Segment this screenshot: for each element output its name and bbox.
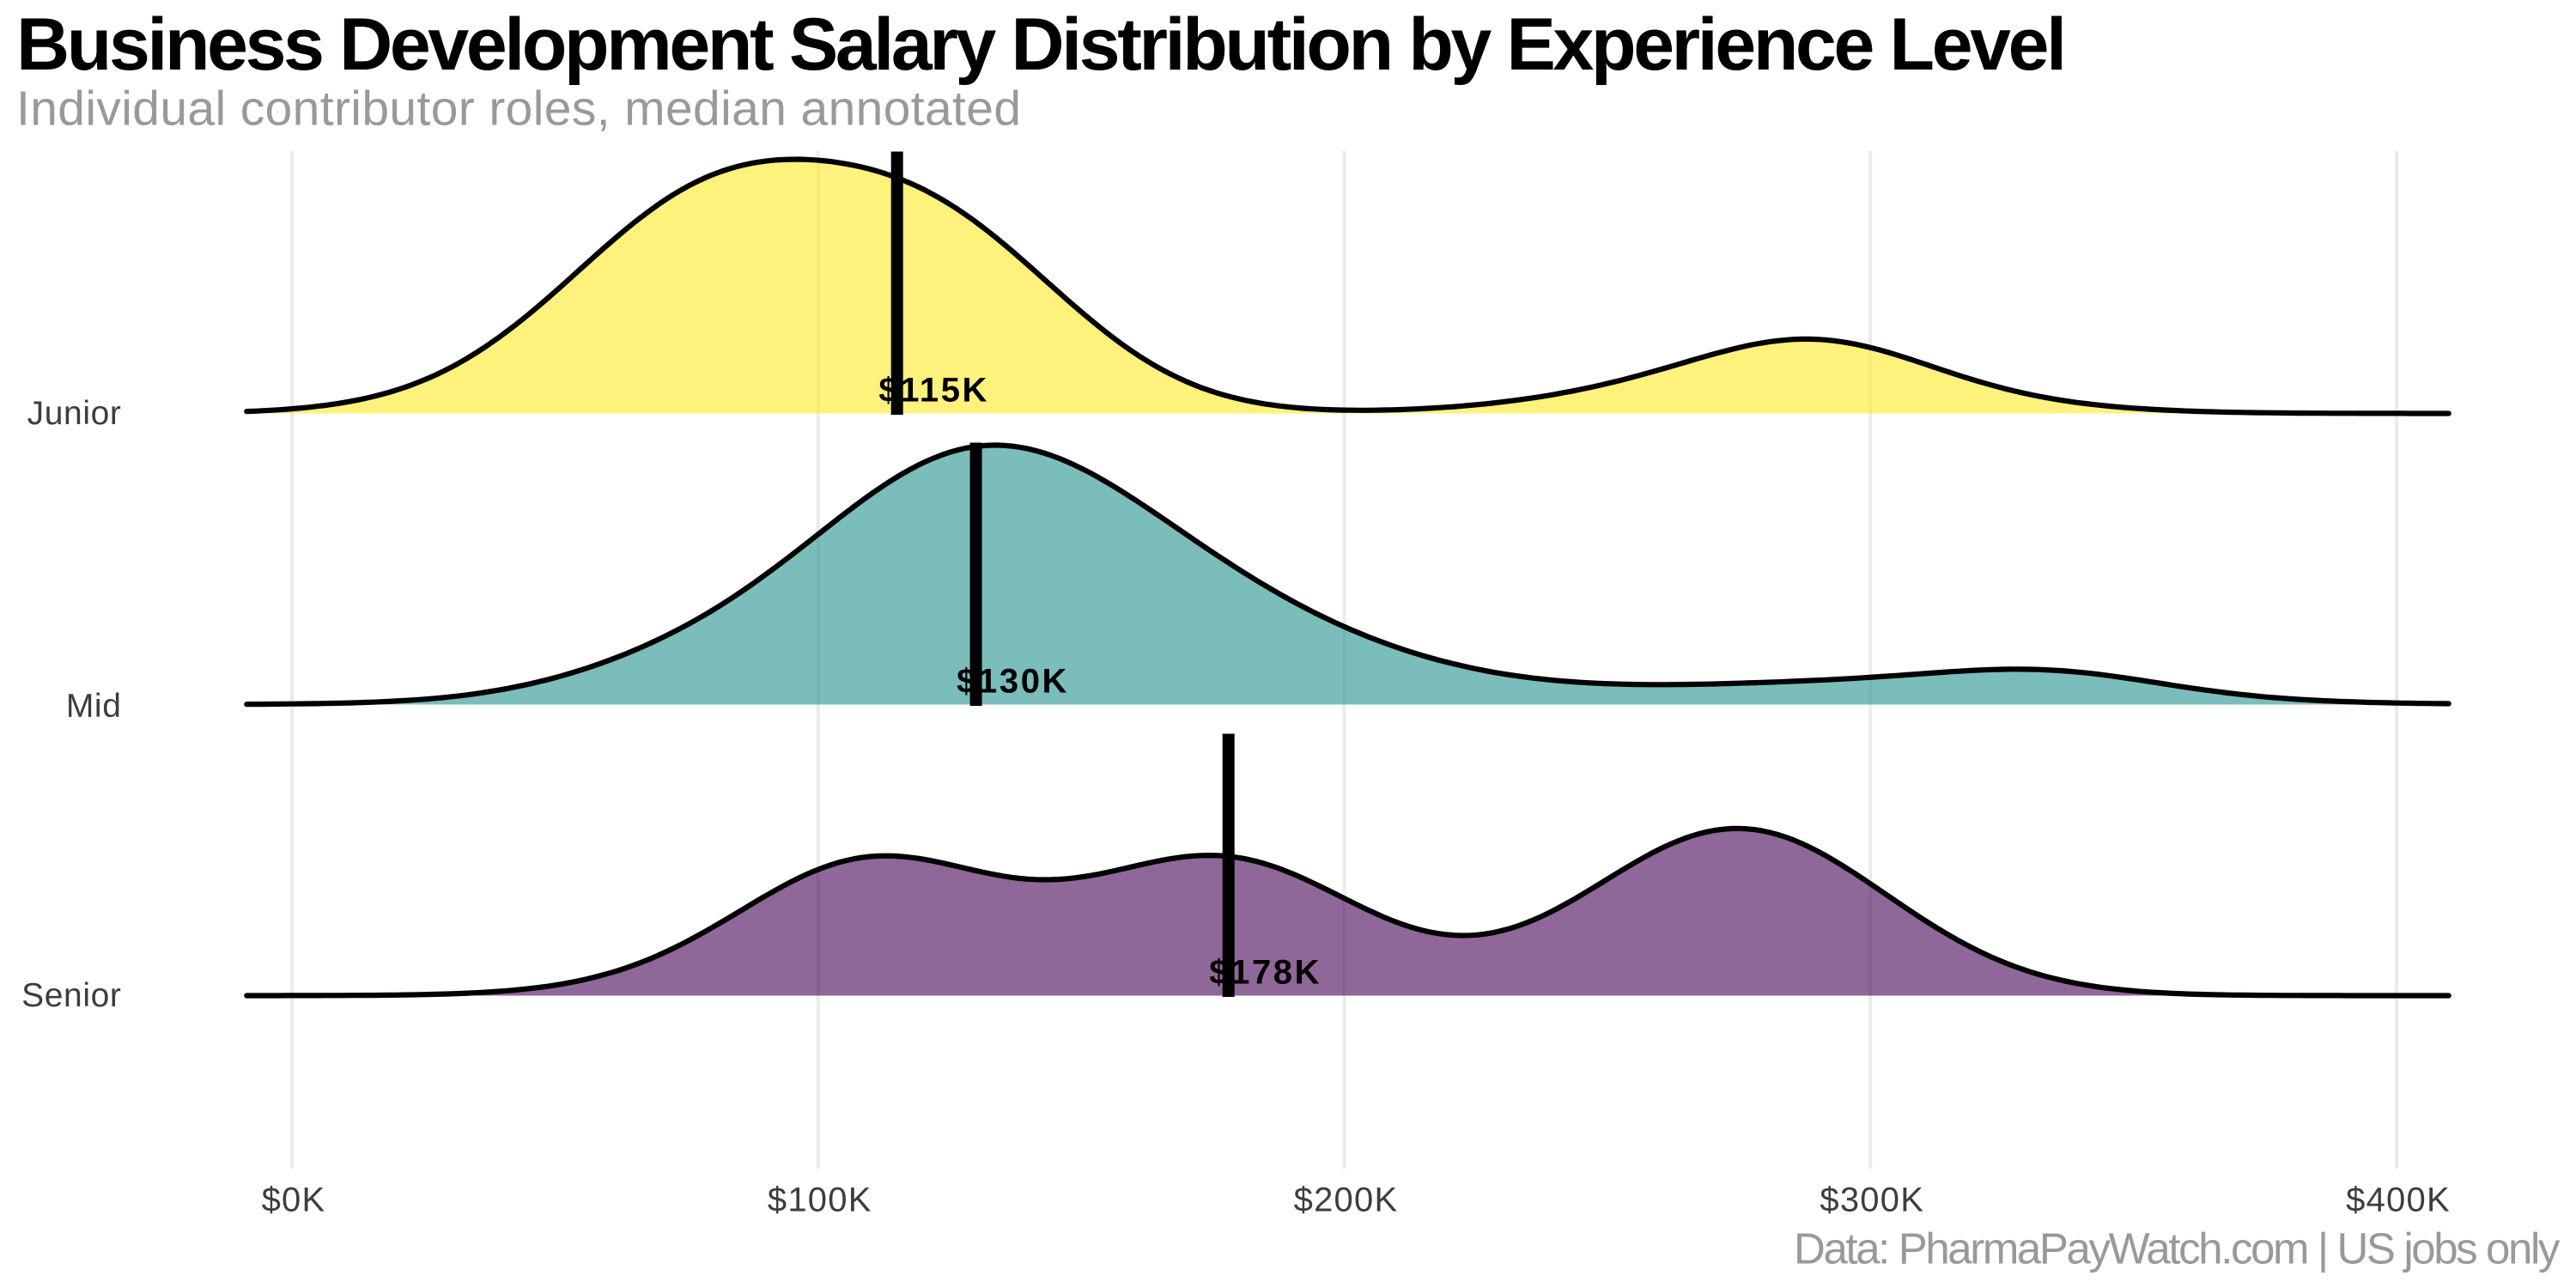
svg-text:Individual contributor roles,: Individual contributor roles, median ann… bbox=[16, 82, 1021, 137]
svg-text:Mid: Mid bbox=[66, 688, 122, 725]
svg-text:Junior: Junior bbox=[27, 395, 122, 432]
svg-text:$115K: $115K bbox=[878, 372, 989, 410]
svg-text:$0K: $0K bbox=[262, 1182, 326, 1219]
svg-text:Business Development Salary Di: Business Development Salary Distribution… bbox=[16, 3, 2064, 86]
svg-text:$178K: $178K bbox=[1209, 954, 1321, 992]
svg-text:$400K: $400K bbox=[2346, 1182, 2451, 1219]
svg-text:$200K: $200K bbox=[1294, 1182, 1399, 1219]
svg-text:Senior: Senior bbox=[21, 977, 121, 1014]
svg-text:$100K: $100K bbox=[768, 1182, 872, 1219]
svg-text:$300K: $300K bbox=[1820, 1182, 1924, 1219]
svg-text:Data: PharmaPayWatch.com | US: Data: PharmaPayWatch.com | US jobs only bbox=[1794, 1224, 2561, 1273]
svg-text:$130K: $130K bbox=[957, 663, 1069, 701]
